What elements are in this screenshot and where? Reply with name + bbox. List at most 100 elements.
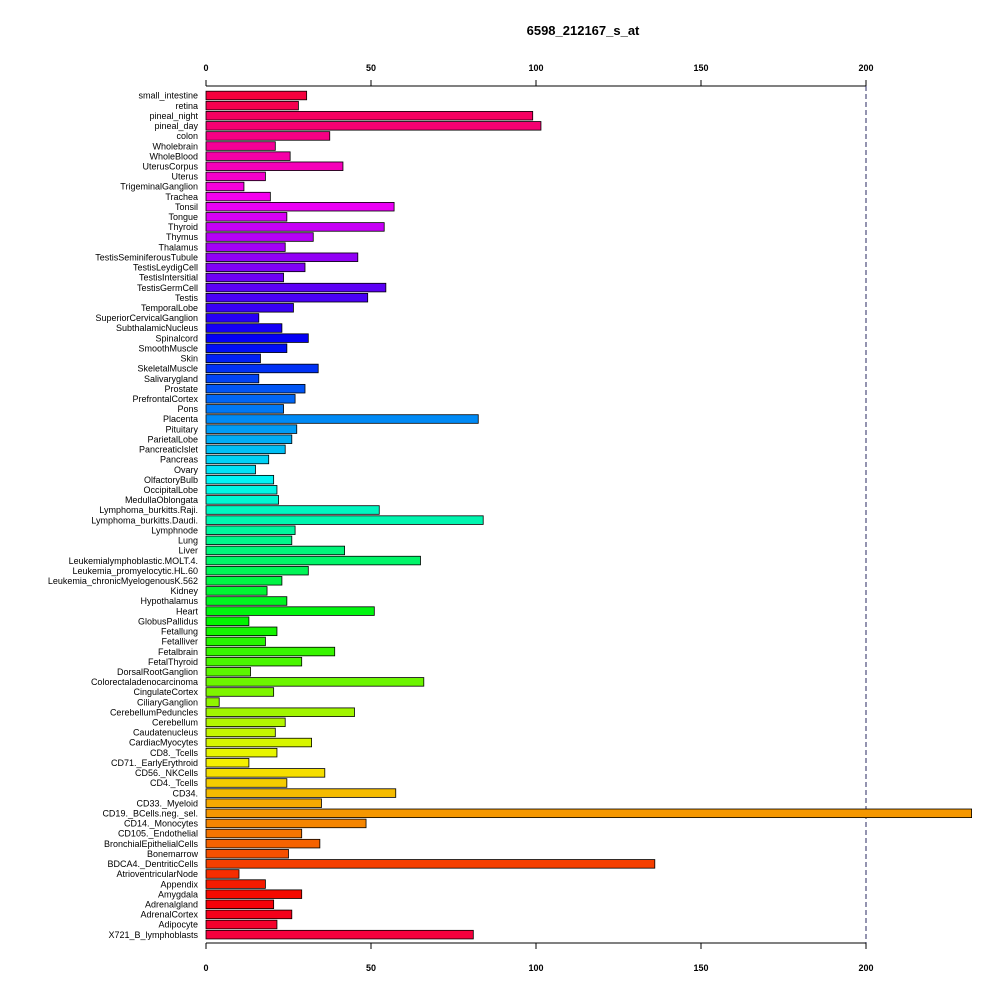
category-label: Trachea [165, 192, 198, 202]
bar [205, 363, 319, 374]
category-label: UterusCorpus [142, 161, 198, 171]
bar [205, 444, 286, 455]
category-label: small_intestine [138, 91, 198, 101]
category-label: Thymus [166, 232, 199, 242]
category-label: Lung [178, 536, 198, 546]
bar [205, 474, 275, 485]
bar [205, 778, 288, 788]
category-label: CD14._Monocytes [124, 819, 199, 829]
category-label: X721_B_lymphoblasts [108, 930, 198, 940]
category-label: colon [176, 131, 198, 141]
category-label: pineal_night [149, 111, 198, 121]
category-label: TemporalLobe [141, 303, 198, 313]
category-label: Fetalbrain [158, 647, 198, 657]
category-label: OlfactoryBulb [144, 475, 198, 485]
top-tick-label: 200 [858, 63, 873, 73]
category-label: TestisLeydigCell [133, 263, 198, 273]
bar [205, 838, 321, 849]
bottom-tick-label: 200 [858, 963, 873, 973]
category-label: CD105._Endothelial [118, 829, 198, 839]
category-label: Ovary [174, 465, 199, 475]
category-label: Heart [176, 606, 199, 616]
bar [205, 262, 306, 273]
category-label: WholeBlood [149, 151, 198, 161]
category-label: Wholebrain [152, 141, 198, 151]
top-tick-label: 100 [528, 63, 543, 73]
category-label: AdrenalCortex [140, 910, 198, 920]
bar [205, 212, 288, 222]
bar [205, 202, 395, 212]
bar [205, 232, 314, 242]
bar [205, 323, 283, 333]
bar [205, 889, 303, 899]
category-label: Bonemarrow [147, 849, 199, 859]
bar [205, 292, 369, 303]
bar [205, 596, 288, 606]
bar [205, 909, 293, 920]
category-label: Amygdala [158, 889, 198, 899]
bar [205, 758, 250, 768]
category-label: BDCA4._DentriticCells [107, 859, 198, 869]
category-label: DorsalRootGanglion [117, 667, 198, 677]
category-label: pineal_day [154, 121, 198, 131]
bar [205, 626, 278, 637]
category-label: CD8._Tcells [150, 748, 199, 758]
bar [205, 495, 279, 505]
category-label: Appendix [160, 879, 198, 889]
bar [205, 90, 308, 101]
category-label: Colorectaladenocarcinoma [91, 677, 198, 687]
category-label: CD71._EarlyErythroid [111, 758, 198, 768]
category-label: PancreaticIslet [139, 445, 199, 455]
bar [205, 191, 271, 202]
category-label: SubthalamicNucleus [116, 323, 199, 333]
bar [205, 111, 534, 121]
category-label: Hypothalamus [140, 596, 198, 606]
category-label: retina [175, 101, 198, 111]
bar [205, 424, 298, 434]
bar [205, 879, 266, 889]
bar [205, 313, 260, 323]
category-label: Lymphoma_burkitts.Raji. [99, 505, 198, 515]
bar [205, 747, 278, 758]
category-label: Thalamus [158, 242, 198, 252]
bar [205, 737, 312, 748]
bar [205, 333, 309, 343]
category-label: PrefrontalCortex [132, 394, 198, 404]
bar [205, 727, 276, 738]
bars [205, 90, 972, 940]
bar [205, 555, 421, 566]
category-label: Fetalliver [161, 637, 198, 647]
bar [205, 303, 294, 313]
category-label: Pituitary [165, 424, 198, 434]
bar [205, 181, 245, 192]
category-label: Salivarygland [144, 374, 198, 384]
category-label: Kidney [170, 586, 198, 596]
bar [205, 586, 268, 596]
bar [205, 383, 306, 394]
bar [205, 616, 250, 626]
bar [205, 667, 251, 677]
bar [205, 434, 293, 444]
bar [205, 687, 275, 697]
bar [205, 404, 284, 414]
bar [205, 606, 375, 616]
category-label: CiliaryGanglion [137, 697, 198, 707]
category-label: Leukemia_promyelocytic.HL.60 [72, 566, 198, 576]
bar [205, 505, 380, 515]
bar [205, 818, 367, 829]
category-label: SmoothMuscle [138, 343, 198, 353]
category-label: Spinalcord [155, 333, 198, 343]
bar [205, 798, 322, 808]
category-label: CD56._NKCells [135, 768, 199, 778]
bar [205, 899, 275, 910]
bar [205, 646, 336, 657]
bar [205, 161, 344, 171]
top-tick-label: 150 [693, 63, 708, 73]
category-label: Liver [178, 546, 198, 556]
bar [205, 100, 299, 111]
category-label: Caudatenucleus [133, 728, 199, 738]
axes: 0 0 50 50 100 100 150 150 200 200 [203, 63, 873, 973]
bar [205, 869, 240, 879]
top-tick-label: 0 [203, 63, 208, 73]
